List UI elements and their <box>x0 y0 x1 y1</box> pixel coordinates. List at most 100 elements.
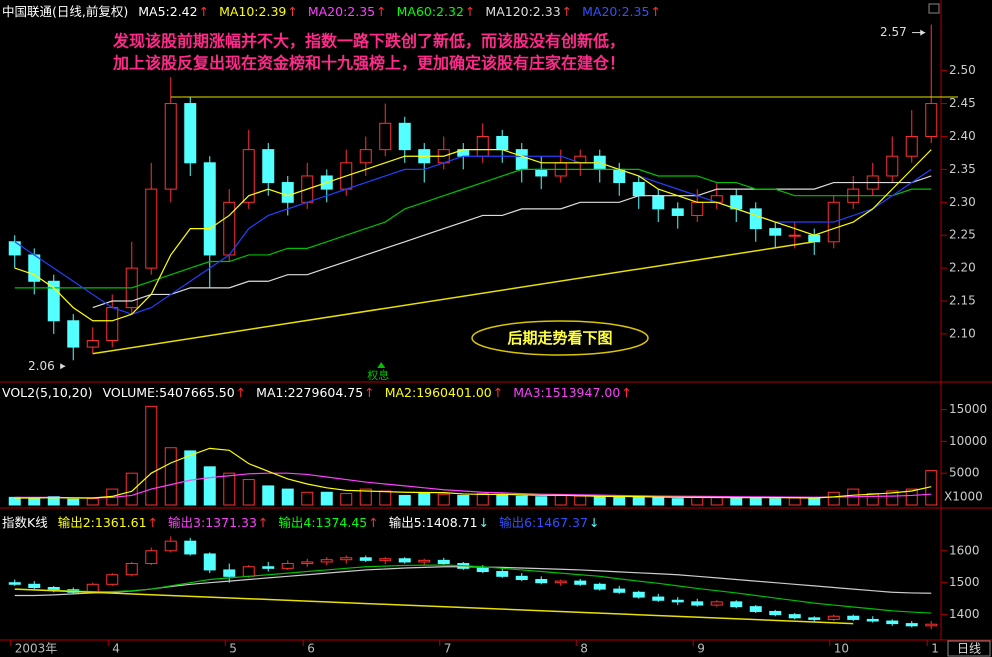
volume-bar <box>808 497 821 506</box>
candle-body <box>86 340 99 348</box>
legend-arrow: ↑ <box>376 4 387 19</box>
candle-body <box>691 201 704 216</box>
volume-bar <box>242 479 255 506</box>
candle-body <box>905 623 918 627</box>
volume-bar <box>574 495 587 506</box>
volume-bar <box>788 497 801 506</box>
candle-body <box>437 559 450 565</box>
candle-body <box>886 620 899 625</box>
volume-bar <box>769 498 782 506</box>
volume-bar <box>691 496 704 506</box>
period-box[interactable] <box>947 640 991 657</box>
y-tick-label: 1500 <box>949 575 980 589</box>
candle-body <box>769 228 782 236</box>
y-tick-label: 2.30 <box>949 195 976 209</box>
candle-body <box>515 149 528 170</box>
candle-body <box>808 617 821 620</box>
candle-body <box>281 563 294 569</box>
candle-body <box>359 557 372 561</box>
volume-ma-line <box>14 447 932 499</box>
volume-bar <box>632 496 645 506</box>
candle-body <box>359 149 372 164</box>
x-tick-label: 4 <box>112 642 120 656</box>
legend-arrow: ↑ <box>368 515 379 530</box>
candle-body <box>535 579 548 584</box>
candle-body <box>496 571 509 577</box>
candle-body <box>184 103 197 164</box>
volume-bar <box>905 488 918 506</box>
annotation-text: 加上该股反复出现在资金榜和十九强榜上，更加确定该股有庄家在建仓！ <box>112 54 625 73</box>
volume-bar <box>671 498 684 506</box>
candle-body <box>749 208 762 230</box>
annotation-text: 发现该股前期涨幅并不大，指数一路下跌创了新低，而该股没有创新低， <box>112 32 625 51</box>
legend-item: MA3:1513947.00 <box>513 385 621 400</box>
legend-item: 输出6:1467.37 <box>499 515 588 530</box>
legend-arrow: ↓ <box>588 515 600 530</box>
legend-item: MA2:1960401.00 <box>384 385 492 400</box>
candle-body <box>164 540 177 552</box>
candle-body <box>905 135 918 157</box>
candle-body <box>730 195 743 210</box>
legend-item: MA20:2.35 <box>307 4 376 19</box>
volume-bar <box>281 488 294 506</box>
legend-arrow: ↑ <box>147 515 159 530</box>
legend-item: 指数K线 <box>2 515 48 530</box>
candle-body <box>164 103 177 190</box>
candle-body <box>769 610 782 616</box>
volume-bar <box>476 493 489 506</box>
y-tick-label: 10000 <box>949 434 987 448</box>
legend-item: 输出3:1371.33 <box>168 515 257 530</box>
y-tick-label: 2.20 <box>949 261 976 275</box>
candle-body <box>866 618 879 622</box>
candle-body <box>125 563 138 576</box>
candle-body <box>925 103 938 137</box>
volume-bar <box>827 491 840 506</box>
candle-body <box>710 601 723 606</box>
volume-bar <box>535 496 548 506</box>
volume-bar <box>320 491 333 506</box>
legend-arrow: ↑ <box>464 4 476 19</box>
volume-bar <box>340 493 353 506</box>
support-line <box>92 241 815 355</box>
candle-body <box>262 149 275 184</box>
candle-body <box>827 615 840 620</box>
volume-bar <box>379 490 392 506</box>
candle-body <box>652 596 665 601</box>
unit-label: X1000 <box>944 490 983 504</box>
volume-bar <box>203 466 216 506</box>
candle-body <box>379 558 392 561</box>
candle-body <box>398 122 411 151</box>
candle-body <box>788 234 801 237</box>
candle-body <box>925 623 938 627</box>
volume-bar <box>496 494 509 506</box>
legend-arrow: ↓ <box>478 515 490 530</box>
period-label[interactable]: 日线 <box>957 642 981 656</box>
volume-bar <box>164 447 177 506</box>
volume-bar <box>184 450 197 506</box>
ma-line <box>14 149 932 322</box>
legend-item: VOLUME:5407665.50 <box>102 385 235 400</box>
index-trend-line <box>14 588 854 625</box>
legend: 指数K线 输出2:1361.61↑ 输出3:1371.33↑ 输出4:1374.45↑… <box>2 512 609 531</box>
high-label: 2.57 <box>880 25 907 39</box>
candle-body <box>106 574 119 585</box>
volume-bar <box>866 493 879 506</box>
candle-body <box>47 586 60 591</box>
candle-body <box>320 559 333 563</box>
ma-line <box>14 168 932 289</box>
candle-body <box>632 182 645 197</box>
legend-arrow: ↑ <box>198 4 210 19</box>
volume-bar <box>749 496 762 506</box>
legend-item: MA10:2.39 <box>219 4 287 19</box>
candle-body <box>847 615 860 620</box>
legend-arrow: ↑ <box>287 4 298 19</box>
y-tick-label: 1600 <box>949 543 980 557</box>
legend-arrow: ↑ <box>364 385 375 400</box>
volume-bar <box>301 491 314 506</box>
candle-body <box>652 195 665 210</box>
candle-body <box>554 580 567 584</box>
volume-bar <box>47 496 60 506</box>
window-icon[interactable] <box>928 3 940 14</box>
candle-body <box>671 599 684 603</box>
